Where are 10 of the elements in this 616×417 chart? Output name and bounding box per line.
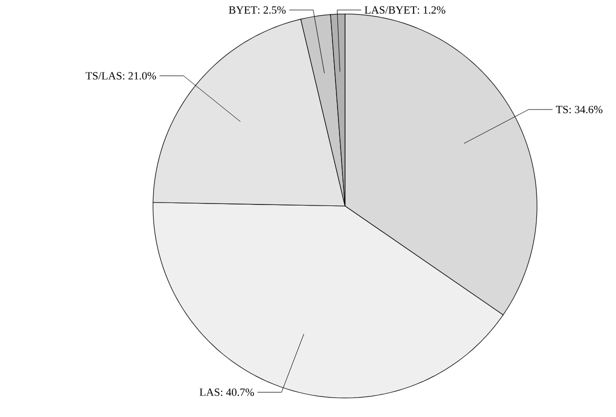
slice-label: TS/LAS [86,72,122,80]
slice-label: BYET [228,6,258,14]
slice-label: LAS/BYET [364,6,417,14]
data-label: : 1.2% [418,6,446,14]
data-label: : 2.5% [258,6,286,14]
data-label: : 40.7% [220,388,254,396]
slice-label: LAS [200,388,220,396]
slice-label: TS [556,106,568,114]
data-label: : 21.0% [123,72,156,80]
data-label: : 34.6% [569,106,602,114]
